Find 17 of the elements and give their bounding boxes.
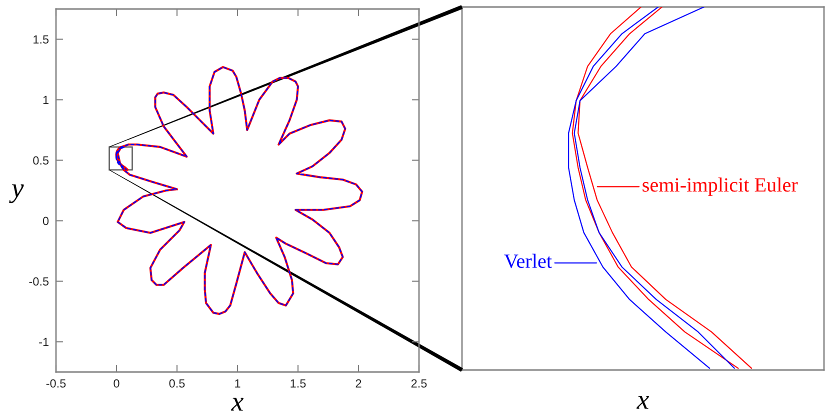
x-tick-label: 2 [356,379,362,388]
y-tick-label: 0.5 [33,156,49,165]
y-tick-label: 1 [43,96,48,104]
text: x [636,396,649,409]
text: Verlet [504,254,552,268]
y-axis-title: y [9,184,24,204]
legend-label: semi-implicit Euler [642,178,798,196]
x-tick-label: 0 [114,379,120,388]
y-tick-label: -0.5 [29,277,49,286]
x-tick-label: 2.5 [411,379,427,388]
y-tick-label: -1 [39,338,48,346]
y-tick-label: 1.5 [34,35,49,44]
x-tick-label: 1.5 [290,379,306,388]
x-axis-title: x [230,398,244,411]
x-tick-label: 1 [235,379,240,388]
y-tick-label: 0 [42,216,49,226]
x-tick-label: 0.5 [169,379,185,388]
